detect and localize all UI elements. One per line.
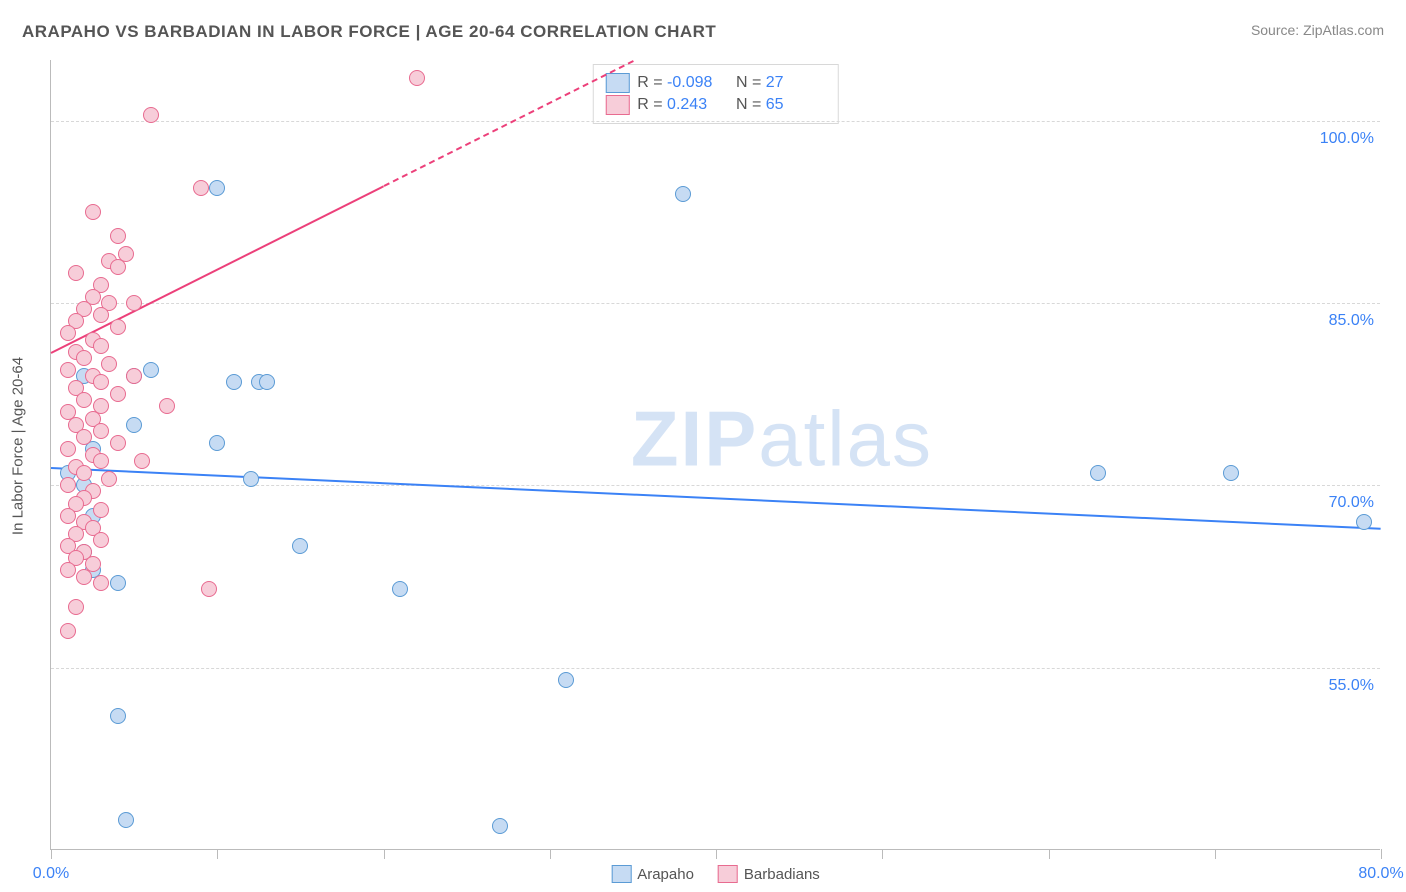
data-point bbox=[93, 453, 109, 469]
data-point bbox=[76, 569, 92, 585]
data-point bbox=[226, 374, 242, 390]
data-point bbox=[392, 581, 408, 597]
x-tick bbox=[51, 849, 52, 859]
data-point bbox=[60, 441, 76, 457]
x-tick bbox=[1381, 849, 1382, 859]
data-point bbox=[93, 307, 109, 323]
data-point bbox=[76, 392, 92, 408]
data-point bbox=[134, 453, 150, 469]
data-point bbox=[292, 538, 308, 554]
data-point bbox=[201, 581, 217, 597]
data-point bbox=[76, 429, 92, 445]
data-point bbox=[409, 70, 425, 86]
data-point bbox=[243, 471, 259, 487]
data-point bbox=[85, 204, 101, 220]
trend-line bbox=[51, 185, 384, 353]
data-point bbox=[93, 575, 109, 591]
x-tick bbox=[1215, 849, 1216, 859]
x-tick bbox=[882, 849, 883, 859]
data-point bbox=[110, 708, 126, 724]
legend-row: R = -0.098 N = 27 bbox=[605, 73, 825, 93]
y-tick-label: 55.0% bbox=[1329, 677, 1374, 695]
data-point bbox=[110, 386, 126, 402]
legend-swatch bbox=[611, 865, 631, 883]
y-tick-label: 100.0% bbox=[1320, 130, 1374, 148]
data-point bbox=[126, 368, 142, 384]
legend-item: Barbadians bbox=[718, 865, 820, 883]
data-point bbox=[159, 398, 175, 414]
data-point bbox=[93, 374, 109, 390]
legend-label: Arapaho bbox=[637, 866, 694, 883]
data-point bbox=[110, 575, 126, 591]
data-point bbox=[1356, 514, 1372, 530]
data-point bbox=[93, 532, 109, 548]
legend-row: R = 0.243 N = 65 bbox=[605, 95, 825, 115]
data-point bbox=[558, 672, 574, 688]
x-tick bbox=[716, 849, 717, 859]
data-point bbox=[209, 435, 225, 451]
data-point bbox=[110, 319, 126, 335]
data-point bbox=[492, 818, 508, 834]
gridline bbox=[51, 668, 1380, 669]
data-point bbox=[60, 362, 76, 378]
data-point bbox=[93, 423, 109, 439]
correlation-legend: R = -0.098 N = 27R = 0.243 N = 65 bbox=[592, 64, 838, 124]
data-point bbox=[60, 562, 76, 578]
legend-swatch bbox=[605, 95, 629, 115]
watermark: ZIPatlas bbox=[631, 393, 933, 484]
data-point bbox=[1223, 465, 1239, 481]
data-point bbox=[60, 477, 76, 493]
data-point bbox=[93, 338, 109, 354]
data-point bbox=[675, 186, 691, 202]
data-point bbox=[93, 502, 109, 518]
data-point bbox=[110, 259, 126, 275]
gridline bbox=[51, 121, 1380, 122]
data-point bbox=[209, 180, 225, 196]
x-tick bbox=[550, 849, 551, 859]
y-tick-label: 85.0% bbox=[1329, 312, 1374, 330]
data-point bbox=[101, 471, 117, 487]
data-point bbox=[76, 350, 92, 366]
y-axis-label: In Labor Force | Age 20-64 bbox=[10, 357, 27, 535]
data-point bbox=[143, 107, 159, 123]
data-point bbox=[126, 417, 142, 433]
x-tick bbox=[217, 849, 218, 859]
x-tick-label: 80.0% bbox=[1358, 865, 1403, 883]
data-point bbox=[193, 180, 209, 196]
data-point bbox=[1090, 465, 1106, 481]
data-point bbox=[118, 812, 134, 828]
data-point bbox=[68, 599, 84, 615]
data-point bbox=[143, 362, 159, 378]
data-point bbox=[76, 465, 92, 481]
x-tick bbox=[1049, 849, 1050, 859]
data-point bbox=[60, 623, 76, 639]
x-tick-label: 0.0% bbox=[33, 865, 69, 883]
data-point bbox=[101, 356, 117, 372]
legend-item: Arapaho bbox=[611, 865, 694, 883]
data-point bbox=[259, 374, 275, 390]
data-point bbox=[110, 435, 126, 451]
source-label: Source: ZipAtlas.com bbox=[1251, 22, 1384, 38]
data-point bbox=[60, 508, 76, 524]
data-point bbox=[68, 265, 84, 281]
data-point bbox=[60, 325, 76, 341]
data-point bbox=[110, 228, 126, 244]
gridline bbox=[51, 303, 1380, 304]
chart-plot-area: ZIPatlas R = -0.098 N = 27R = 0.243 N = … bbox=[50, 60, 1380, 850]
legend-swatch bbox=[718, 865, 738, 883]
series-legend: Arapaho Barbadians bbox=[611, 865, 820, 883]
x-tick bbox=[384, 849, 385, 859]
y-tick-label: 70.0% bbox=[1329, 494, 1374, 512]
chart-title: ARAPAHO VS BARBADIAN IN LABOR FORCE | AG… bbox=[22, 22, 716, 42]
data-point bbox=[126, 295, 142, 311]
legend-swatch bbox=[605, 73, 629, 93]
legend-label: Barbadians bbox=[744, 866, 820, 883]
